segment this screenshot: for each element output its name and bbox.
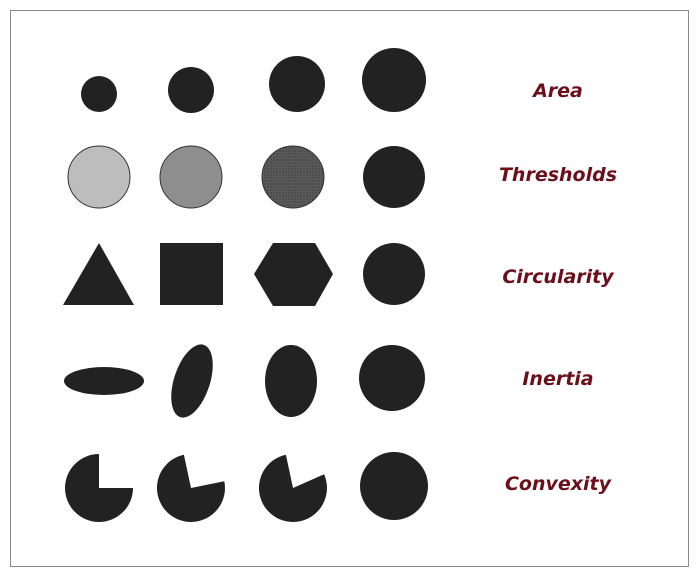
circle xyxy=(360,452,428,520)
small-circle xyxy=(81,76,117,112)
largest-circle xyxy=(362,48,426,112)
mid-gray-circle xyxy=(159,145,223,209)
wedge-missing-circle xyxy=(156,454,225,522)
black-circle xyxy=(363,146,425,208)
triangle xyxy=(63,243,134,305)
label-thresholds: Thresholds xyxy=(499,164,617,186)
upright-ellipse xyxy=(265,345,317,417)
label-inertia: Inertia xyxy=(522,368,593,390)
tilted-ellipse xyxy=(171,344,213,418)
flat-ellipse xyxy=(64,367,144,395)
circle xyxy=(359,345,425,411)
circle xyxy=(363,243,425,305)
label-area: Area xyxy=(531,80,583,102)
row-circularity: Circularity xyxy=(63,243,615,306)
quarter-missing-circle xyxy=(65,454,133,522)
hexagon xyxy=(254,243,333,306)
light-gray-circle xyxy=(67,145,131,209)
narrow-wedge-missing-circle xyxy=(258,454,327,522)
large-circle xyxy=(269,56,325,112)
row-thresholds: Thresholds xyxy=(67,145,617,209)
square xyxy=(160,243,223,305)
label-circularity: Circularity xyxy=(502,266,615,288)
row-inertia: Inertia xyxy=(64,344,594,418)
row-convexity: Convexity xyxy=(65,452,613,522)
medium-circle xyxy=(168,67,214,113)
row-area: Area xyxy=(81,48,583,113)
label-convexity: Convexity xyxy=(505,473,613,495)
dark-dotted-circle xyxy=(261,145,325,209)
